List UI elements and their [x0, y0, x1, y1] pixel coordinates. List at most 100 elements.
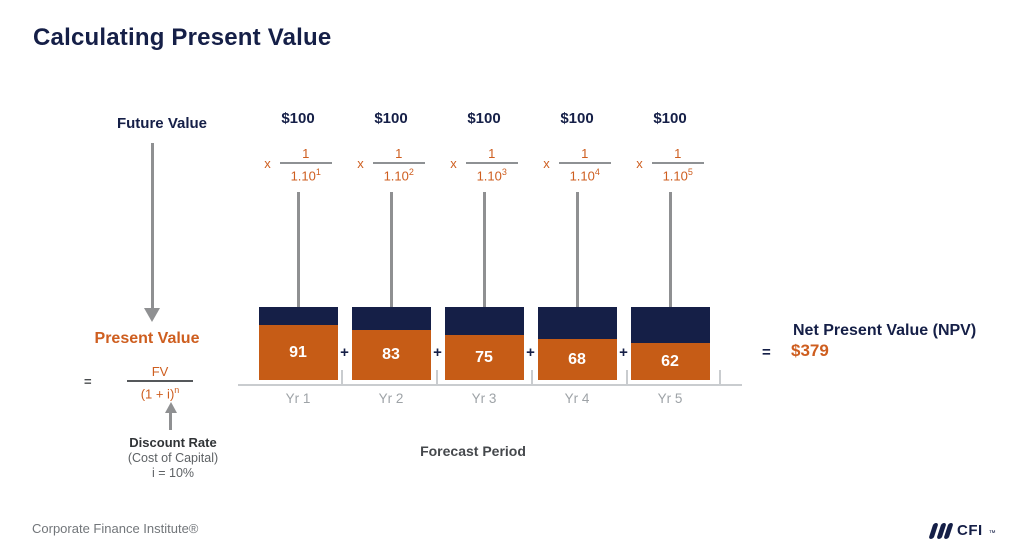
multiply-symbol: x: [264, 156, 271, 172]
formula-numerator: FV: [151, 364, 169, 379]
fraction-numerator: 1: [395, 146, 403, 161]
denominator-base: 1.10: [662, 167, 688, 183]
discount-fraction: 1 1.103: [465, 146, 518, 183]
plus-symbol: +: [340, 344, 349, 361]
fraction-denominator: 1.101: [291, 165, 321, 183]
fraction-bar: [651, 162, 704, 164]
fraction-denominator: 1.104: [570, 165, 600, 183]
page-title: Calculating Present Value: [33, 24, 332, 51]
year-label: Yr 2: [378, 391, 404, 406]
present-value-formula: FV (1 + i)n: [120, 364, 200, 401]
plus-symbol: +: [526, 344, 535, 361]
bar: 68: [537, 307, 617, 380]
arrow-shaft: [668, 192, 672, 328]
fraction-bar: [465, 162, 518, 164]
discount-fraction: 1 1.105: [651, 146, 704, 183]
bar: 91: [258, 307, 338, 380]
future-value-amount: $100: [374, 110, 408, 127]
discount-factor: x 1 1.101: [251, 147, 345, 183]
brand-name: Corporate Finance Institute®: [32, 521, 199, 536]
discount-fraction: 1 1.101: [279, 146, 332, 183]
denominator-base: 1.10: [569, 167, 595, 183]
discount-factor: x 1 1.102: [344, 147, 438, 183]
fraction-numerator: 1: [674, 146, 682, 161]
fraction-bar: [279, 162, 332, 164]
fraction-denominator: 1.103: [477, 165, 507, 183]
fraction-numerator: 1: [488, 146, 496, 161]
multiply-symbol: x: [357, 156, 364, 172]
cfi-logo-text: CFI: [957, 522, 983, 539]
bar: 83: [351, 307, 431, 380]
arrow-shaft: [482, 192, 486, 320]
future-value-amount: $100: [653, 110, 687, 127]
npv-label: Net Present Value (NPV): [793, 322, 977, 339]
year-label: Yr 1: [285, 391, 311, 406]
axis-tick: [436, 370, 438, 384]
cost-of-capital-label: (Cost of Capital): [127, 451, 219, 465]
arrow-shaft: [150, 143, 154, 308]
discount-fraction: 1 1.104: [558, 146, 611, 183]
discount-factor: x 1 1.105: [623, 147, 717, 183]
arrow-shaft: [389, 192, 393, 315]
fraction-bar: [127, 380, 193, 382]
bar-present-value-segment: 68: [537, 339, 617, 380]
bar-present-value-segment: 75: [444, 335, 524, 380]
multiply-symbol: x: [450, 156, 457, 172]
discount-factor: x 1 1.104: [530, 147, 624, 183]
denominator-exponent: 2: [408, 166, 414, 177]
bar-value: 83: [382, 346, 400, 363]
discount-arrow: [292, 192, 305, 322]
denominator-exponent: 1: [315, 166, 321, 177]
cfi-logo: CFI ™: [928, 522, 996, 539]
denominator-exponent: 3: [501, 166, 507, 177]
fraction-bar: [372, 162, 425, 164]
denominator-base: 1.10: [476, 167, 502, 183]
forecast-period-label: Forecast Period: [420, 443, 526, 459]
bar-value: 91: [289, 343, 307, 361]
discount-factor: x 1 1.103: [437, 147, 531, 183]
discount-rate-value: i = 10%: [151, 466, 195, 480]
bar-value: 75: [475, 348, 493, 366]
discount-rate-arrow: [164, 402, 177, 430]
bar-present-value-segment: 91: [258, 325, 338, 380]
fraction-numerator: 1: [302, 146, 310, 161]
plus-symbol: +: [619, 344, 628, 361]
arrow-shaft: [296, 192, 300, 310]
fraction-numerator: 1: [581, 146, 589, 161]
discount-rate-label: Discount Rate: [129, 435, 217, 450]
formula-equals-sign: =: [84, 374, 92, 389]
year-label: Yr 4: [564, 391, 590, 406]
bar-value: 68: [568, 350, 586, 368]
denominator-base: (1 + i): [140, 386, 175, 402]
denominator-exponent: n: [174, 385, 180, 395]
fraction-denominator: 1.105: [663, 165, 693, 183]
bar-value: 62: [661, 352, 679, 370]
bar: 62: [630, 307, 710, 380]
discount-fraction: 1 1.102: [372, 146, 425, 183]
multiply-symbol: x: [636, 156, 643, 172]
year-label: Yr 5: [657, 391, 683, 406]
axis-tick: [531, 370, 533, 384]
formula-denominator: (1 + i)n: [141, 383, 180, 401]
fraction-denominator: 1.102: [384, 165, 414, 183]
multiply-symbol: x: [543, 156, 550, 172]
present-value-label: Present Value: [94, 330, 200, 347]
bar-present-value-segment: 83: [351, 330, 431, 380]
future-value-amount: $100: [467, 110, 501, 127]
axis-tick: [341, 370, 343, 384]
arrow-head-up-icon: [164, 402, 177, 413]
future-to-present-arrow: [144, 143, 160, 322]
bar-present-value-segment: 62: [630, 343, 710, 380]
future-value-amount: $100: [281, 110, 315, 127]
axis-tick: [626, 370, 628, 384]
denominator-exponent: 4: [594, 166, 600, 177]
npv-equals-sign: =: [762, 344, 771, 361]
cfi-logo-icon: [928, 522, 954, 539]
npv-value: $379: [791, 341, 829, 360]
fraction-bar: [558, 162, 611, 164]
arrow-head-down-icon: [144, 308, 160, 322]
arrow-shaft: [169, 413, 172, 430]
plus-symbol: +: [433, 344, 442, 361]
x-axis-line: [238, 384, 742, 386]
